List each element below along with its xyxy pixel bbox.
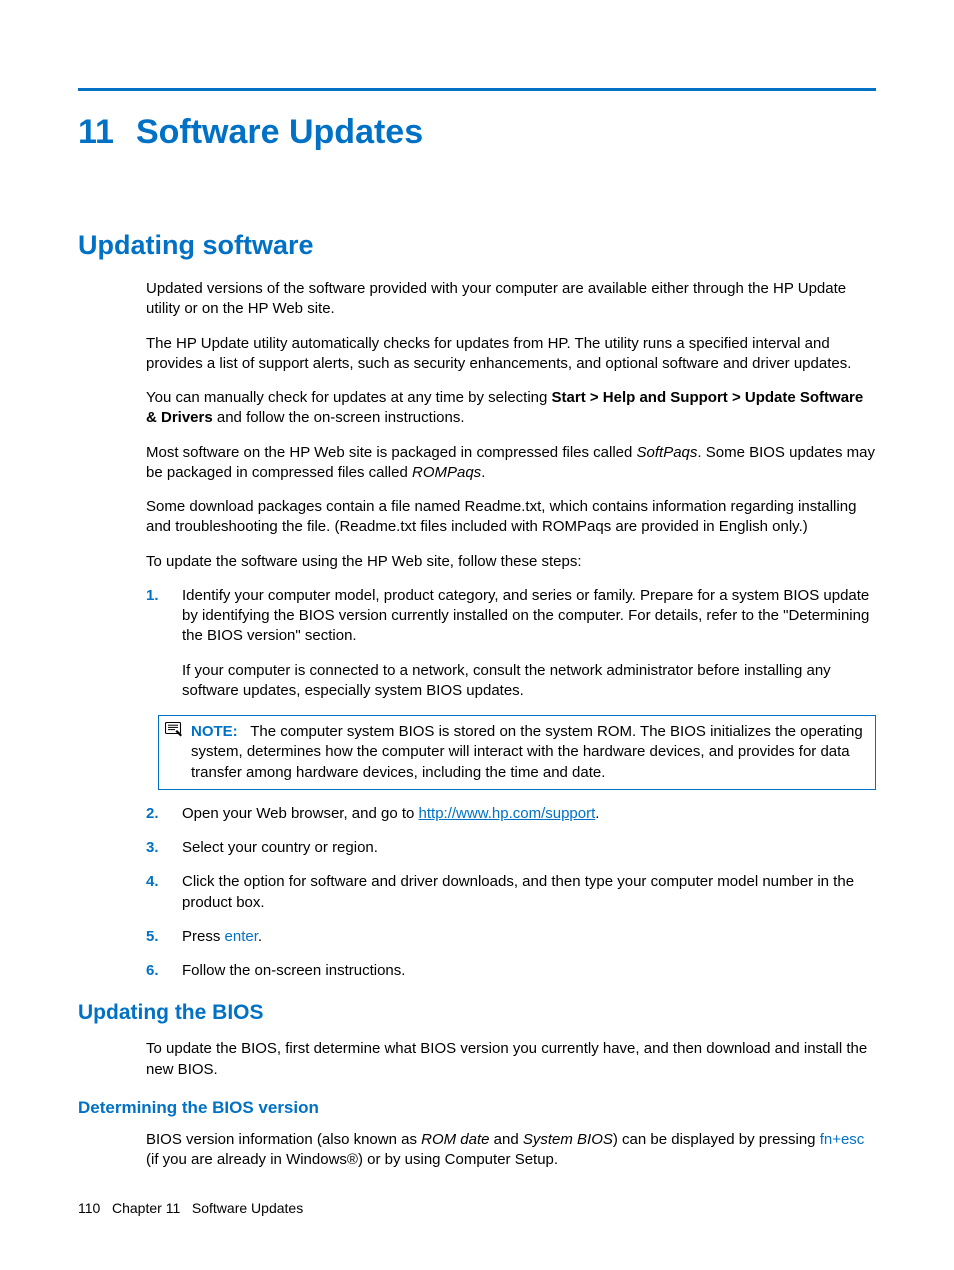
step-sub-paragraph: If your computer is connected to a netwo… (182, 661, 876, 702)
note-label: NOTE: (191, 723, 238, 740)
text-fragment: BIOS version information (also known as (146, 1131, 421, 1148)
footer-chapter-title: Software Updates (192, 1200, 303, 1216)
step-2: 2. Open your Web browser, and go to http… (146, 804, 876, 824)
section-updating-software-body: Updated versions of the software provide… (146, 279, 876, 572)
paragraph: You can manually check for updates at an… (146, 388, 876, 429)
text-fragment: Most software on the HP Web site is pack… (146, 444, 637, 461)
support-link[interactable]: http://www.hp.com/support (419, 805, 596, 822)
step-text: Identify your computer model, product ca… (182, 587, 869, 645)
section-determining-bios-body: BIOS version information (also known as … (146, 1130, 876, 1171)
step-4: 4. Click the option for software and dri… (146, 872, 876, 913)
footer-chapter-label: Chapter 11 (112, 1200, 180, 1216)
note-text: The computer system BIOS is stored on th… (191, 723, 863, 781)
chapter-title-text: Software Updates (136, 113, 423, 151)
steps-list-cont: 2. Open your Web browser, and go to http… (146, 804, 876, 982)
paragraph: Updated versions of the software provide… (146, 279, 876, 320)
text-fragment: ) can be displayed by pressing (613, 1131, 820, 1148)
text-fragment: and (489, 1131, 522, 1148)
text-fragment: You can manually check for updates at an… (146, 389, 552, 406)
term-softpaqs: SoftPaqs (637, 444, 698, 461)
term-system-bios: System BIOS (523, 1131, 613, 1148)
term-rom-date: ROM date (421, 1131, 489, 1148)
paragraph: BIOS version information (also known as … (146, 1130, 876, 1171)
paragraph: To update the BIOS, first determine what… (146, 1039, 876, 1080)
text-fragment: Press (182, 928, 225, 945)
chapter-title: 11 Software Updates (78, 113, 876, 152)
paragraph: The HP Update utility automatically chec… (146, 334, 876, 375)
section-determining-bios-title: Determining the BIOS version (78, 1098, 876, 1118)
text-fragment: and follow the on-screen instructions. (213, 409, 465, 426)
key-fn-esc: fn+esc (820, 1131, 865, 1148)
note-content: NOTE: The computer system BIOS is stored… (167, 722, 867, 783)
note-icon (165, 722, 183, 743)
section-updating-bios-body: To update the BIOS, first determine what… (146, 1039, 876, 1080)
text-fragment: . (258, 928, 262, 945)
text-fragment: . (481, 464, 485, 481)
page-content: 11 Software Updates Updating software Upd… (0, 0, 954, 1170)
section-updating-bios-title: Updating the BIOS (78, 1001, 876, 1025)
step-1: 1. Identify your computer model, product… (146, 586, 876, 701)
key-enter: enter (225, 928, 258, 945)
step-5: 5. Press enter. (146, 927, 876, 947)
paragraph: Some download packages contain a file na… (146, 497, 876, 538)
step-text: Select your country or region. (182, 839, 378, 856)
top-rule (78, 88, 876, 91)
paragraph: Most software on the HP Web site is pack… (146, 443, 876, 484)
note-box: NOTE: The computer system BIOS is stored… (158, 715, 876, 790)
paragraph: To update the software using the HP Web … (146, 552, 876, 572)
step-number: 4. (146, 872, 159, 892)
section-updating-software-title: Updating software (78, 230, 876, 261)
text-fragment: Open your Web browser, and go to (182, 805, 419, 822)
step-text: Follow the on-screen instructions. (182, 962, 405, 979)
step-6: 6. Follow the on-screen instructions. (146, 961, 876, 981)
term-rompaqs: ROMPaqs (412, 464, 481, 481)
step-number: 6. (146, 961, 159, 981)
page-footer: 110 Chapter 11 Software Updates (78, 1200, 303, 1216)
step-text: Click the option for software and driver… (182, 873, 854, 910)
page-number: 110 (78, 1200, 100, 1216)
step-number: 3. (146, 838, 159, 858)
text-fragment: . (595, 805, 599, 822)
chapter-number: 11 (78, 113, 114, 152)
step-3: 3. Select your country or region. (146, 838, 876, 858)
step-number: 2. (146, 804, 159, 824)
step-number: 1. (146, 586, 159, 606)
text-fragment: (if you are already in Windows®) or by u… (146, 1151, 558, 1168)
steps-list: 1. Identify your computer model, product… (146, 586, 876, 701)
step-number: 5. (146, 927, 159, 947)
